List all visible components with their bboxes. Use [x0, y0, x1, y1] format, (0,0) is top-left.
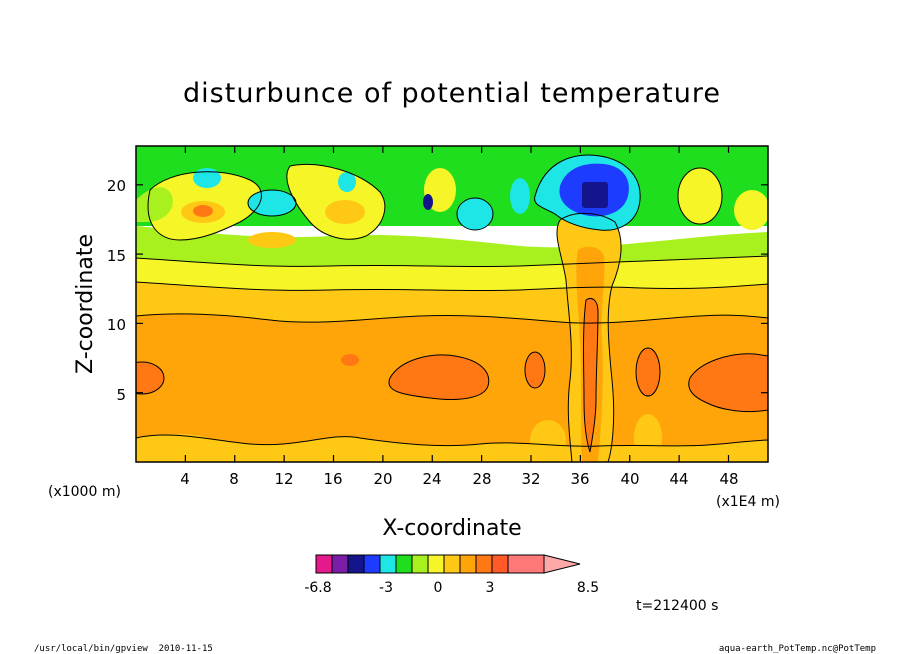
cold-cyan-4	[457, 198, 493, 230]
upper-yellow-right-1	[678, 168, 722, 224]
y-tick-label: 15	[107, 247, 126, 265]
colorbar-swatch	[427, 554, 445, 574]
colorbar-tick-label: 0	[434, 580, 443, 596]
x-tick-label: 12	[274, 470, 293, 488]
blob-darkorange-right	[688, 353, 768, 412]
cold-cyan-3	[338, 172, 356, 192]
x-tick-label: 16	[323, 470, 342, 488]
colorbar-swatch	[347, 554, 365, 574]
colorbar-swatch	[379, 554, 397, 574]
x-unit-right: (x1E4 m)	[716, 494, 780, 510]
x-tick-label: 40	[620, 470, 639, 488]
patch-yellow-bl	[140, 434, 220, 462]
cold-cyan-2	[248, 190, 296, 216]
colorbar-tick-label: -3	[379, 580, 393, 596]
upper-lightorange-center	[325, 200, 365, 224]
x-tick-label: 28	[472, 470, 491, 488]
x-tick-label: 32	[521, 470, 540, 488]
colorbar-swatch	[363, 554, 381, 574]
colorbar-swatch	[475, 554, 493, 574]
colorbar-tick-label: 8.5	[577, 580, 599, 596]
plot-frame	[135, 145, 769, 463]
cold-cyan-1	[193, 168, 221, 188]
x-tick-label: 36	[570, 470, 589, 488]
cold-navy-core	[582, 182, 608, 208]
colorbar-swatch	[331, 554, 349, 574]
x-tick-label: 8	[229, 470, 239, 488]
x-tick-label: 4	[180, 470, 190, 488]
blob-darkorange-38	[636, 348, 660, 396]
contour-lines	[136, 154, 768, 462]
blob-darkorange-left	[136, 362, 164, 394]
colorbar-tick-label: -6.8	[304, 580, 331, 596]
x-tick-label: 20	[373, 470, 392, 488]
y-tick-label: 10	[107, 316, 126, 334]
colorbar-arrow	[543, 554, 581, 574]
x-tick-label: 24	[422, 470, 441, 488]
y-tick-label: 5	[116, 386, 126, 404]
x-axis-label: X-coordinate	[382, 516, 521, 541]
footer-right: aqua-earth_PotTemp.nc@PotTemp	[719, 644, 876, 654]
colorbar-swatch	[443, 554, 461, 574]
cold-navy-small	[423, 194, 433, 210]
colorbar-tick-labels: -6.8 -3 0 3 8.5	[304, 580, 599, 596]
colorbar-swatch	[395, 554, 413, 574]
colorbar-swatch	[507, 554, 545, 574]
upper-yellow-right-2	[734, 190, 768, 230]
colorbar-swatch	[315, 554, 333, 574]
y-tick-label: 20	[107, 177, 126, 195]
cold-cyan-5	[510, 178, 530, 214]
colorbar	[315, 554, 581, 574]
colorbar-tick-label: 3	[486, 580, 495, 596]
axis-ticks	[136, 146, 768, 462]
x-tick-label: 48	[719, 470, 738, 488]
blob-darkorange-small	[341, 354, 359, 366]
x-tick-labels: 4 8 12 16 20 24 28 32 36 40 44 48	[180, 470, 738, 488]
patch-yellow-40	[634, 414, 662, 462]
colorbar-swatch	[491, 554, 509, 574]
footer-left: /usr/local/bin/gpview 2010-11-15	[34, 644, 213, 654]
blob-darkorange-center	[388, 354, 489, 400]
plume-darkorange	[583, 298, 598, 452]
upper-lightorange-low	[248, 232, 296, 248]
upper-orange-left	[193, 205, 213, 217]
time-label: t=212400 s	[636, 598, 718, 614]
upper-lightgreen-left	[136, 187, 173, 222]
colorbar-swatch	[459, 554, 477, 574]
x-tick-label: 44	[669, 470, 688, 488]
x-unit-left: (x1000 m)	[48, 484, 121, 500]
contour-field	[136, 146, 768, 462]
patch-yellow-34	[530, 420, 566, 460]
chart-title: disturbunce of potential temperature	[183, 78, 721, 109]
colorbar-swatch	[411, 554, 429, 574]
blob-darkorange-34	[525, 352, 545, 388]
y-axis-label: Z-coordinate	[73, 234, 98, 374]
